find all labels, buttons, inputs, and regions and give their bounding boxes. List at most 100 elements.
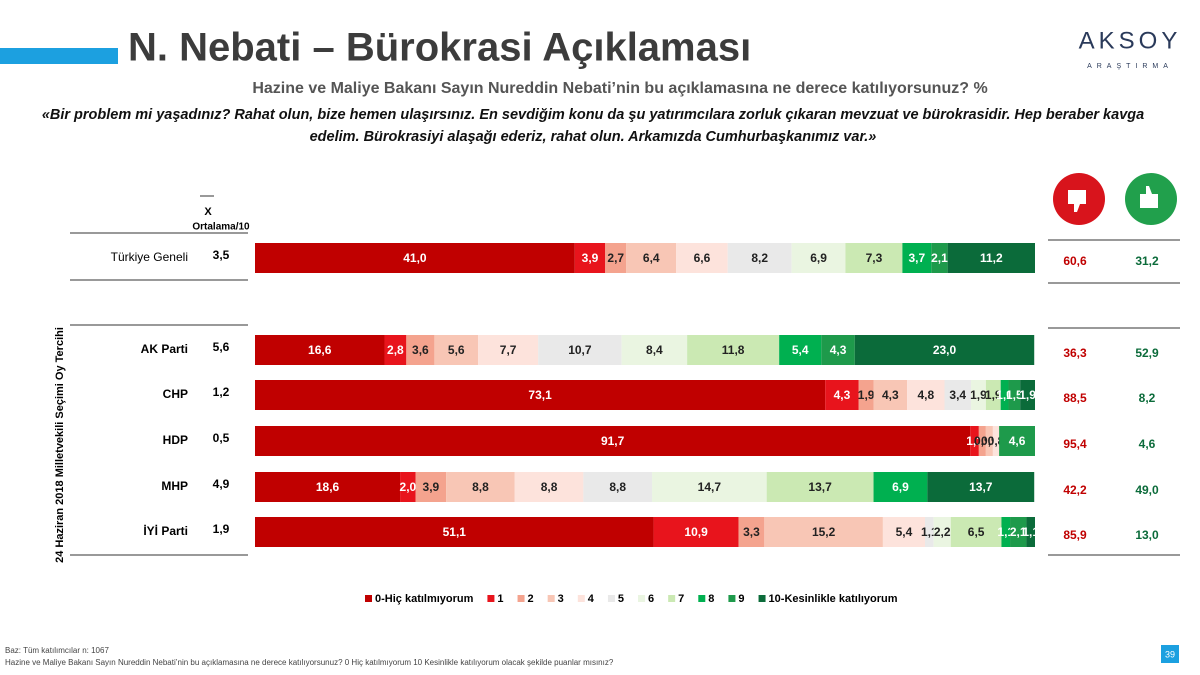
bar-segment — [925, 517, 934, 547]
bar-segment — [931, 243, 948, 273]
disagree-value: 85,9 — [1063, 528, 1087, 542]
data-label: 6,4 — [643, 251, 660, 265]
bar-segment — [825, 380, 859, 410]
data-label: 2,0 — [400, 480, 417, 494]
bar-segment — [992, 426, 1000, 456]
legend-label: 5 — [618, 593, 624, 605]
bar-segment — [574, 243, 606, 273]
avg-header: Ortalama/10 — [192, 222, 250, 233]
data-label: 4,6 — [1009, 434, 1026, 448]
legend-label: 7 — [678, 593, 684, 605]
bar-segment — [255, 243, 575, 273]
bar-segment — [985, 426, 993, 456]
bar-segment — [971, 380, 986, 410]
average-value: 0,5 — [213, 431, 230, 445]
data-label: 8,4 — [646, 343, 663, 357]
legend-label: 3 — [558, 593, 564, 605]
data-label: 2,1 — [1010, 525, 1027, 539]
bar-segment — [944, 380, 972, 410]
bar-segment — [478, 335, 539, 365]
bar-segment — [400, 472, 416, 502]
footnote: Hazine ve Maliye Bakanı Sayın Nureddin N… — [5, 658, 614, 667]
data-label: 3,9 — [423, 480, 440, 494]
data-label: 8,8 — [541, 480, 558, 494]
bar-segment — [255, 335, 385, 365]
bar-segment — [255, 426, 971, 456]
legend-label: 8 — [708, 593, 714, 605]
data-label: 2,7 — [607, 251, 624, 265]
avg-symbol: X — [204, 206, 212, 218]
data-label: 23,0 — [933, 343, 957, 357]
category-label: AK Parti — [141, 342, 188, 356]
legend-label: 6 — [648, 593, 654, 605]
legend-swatch — [758, 595, 766, 602]
legend-swatch — [638, 595, 646, 602]
legend-label: 10-Kesinlikle katılıyorum — [769, 593, 898, 605]
bar-segment — [626, 243, 677, 273]
data-label: 5,4 — [896, 525, 913, 539]
data-label: 8,2 — [751, 251, 768, 265]
data-label: 3,6 — [412, 343, 429, 357]
agree-value: 4,6 — [1139, 437, 1156, 451]
legend-swatch — [698, 595, 706, 602]
data-label: 5,4 — [792, 343, 809, 357]
category-label: İYİ Parti — [143, 523, 188, 538]
category-label: CHP — [163, 387, 188, 401]
average-value: 5,6 — [213, 340, 230, 354]
legend-swatch — [668, 595, 676, 602]
legend-label: 1 — [497, 593, 503, 605]
bar-segment — [858, 380, 874, 410]
category-label: HDP — [163, 433, 188, 447]
data-label: 18,6 — [316, 480, 340, 494]
bar-segment — [873, 472, 928, 502]
data-label: 3,7 — [908, 251, 925, 265]
page-number: 39 — [1165, 649, 1175, 659]
bar-segment — [653, 517, 739, 547]
bar-segment — [985, 380, 1001, 410]
disagree-value: 60,6 — [1063, 254, 1087, 268]
data-label: 2,8 — [387, 343, 404, 357]
disagree-value: 36,3 — [1063, 346, 1087, 360]
data-label: 14,7 — [698, 480, 722, 494]
data-label: 16,6 — [308, 343, 332, 357]
data-label: 1,9 — [1019, 388, 1036, 402]
data-label: 4,3 — [830, 343, 847, 357]
average-value: 1,9 — [213, 522, 230, 536]
bar-segment — [1020, 380, 1035, 410]
legend-swatch — [607, 595, 615, 602]
legend-label: 4 — [588, 593, 595, 605]
bar-segment — [384, 335, 407, 365]
data-label: 8,8 — [472, 480, 489, 494]
subtitle: Hazine ve Maliye Bakanı Sayın Nureddin N… — [252, 80, 987, 97]
bar-segment — [766, 472, 874, 502]
data-label: 1,9 — [985, 388, 1002, 402]
disagree-value: 95,4 — [1063, 437, 1087, 451]
quote: «Bir problem mi yaşadınız? Rahat olun, b… — [42, 107, 1144, 123]
bar-segment — [907, 380, 945, 410]
bar-segment — [779, 335, 822, 365]
data-label: 4,8 — [917, 388, 934, 402]
data-label: 1,1 — [1022, 525, 1039, 539]
bar-segment — [1001, 517, 1011, 547]
average-value: 4,9 — [213, 477, 230, 491]
bar-segment — [1010, 517, 1027, 547]
bar-segment — [652, 472, 767, 502]
bar-segment — [882, 517, 926, 547]
bar-segment — [947, 243, 1035, 273]
bar-segment — [970, 426, 979, 456]
bar-segment — [415, 472, 447, 502]
bar-segment — [933, 517, 951, 547]
data-label: 41,0 — [403, 251, 427, 265]
data-label: 3,9 — [582, 251, 599, 265]
data-label: 10,7 — [568, 343, 592, 357]
data-label: 51,1 — [443, 525, 467, 539]
legend-swatch — [487, 595, 495, 602]
data-label: 6,5 — [968, 525, 985, 539]
bar-segment — [927, 472, 1035, 502]
bar-segment — [764, 517, 883, 547]
data-label: 6,9 — [892, 480, 909, 494]
data-label: 3,3 — [743, 525, 760, 539]
bar-segment — [999, 426, 1035, 456]
category-label: Türkiye Geneli — [111, 250, 188, 264]
y-axis-label: 24 Haziran 2018 Milletvekili Seçimi Oy T… — [54, 327, 66, 563]
